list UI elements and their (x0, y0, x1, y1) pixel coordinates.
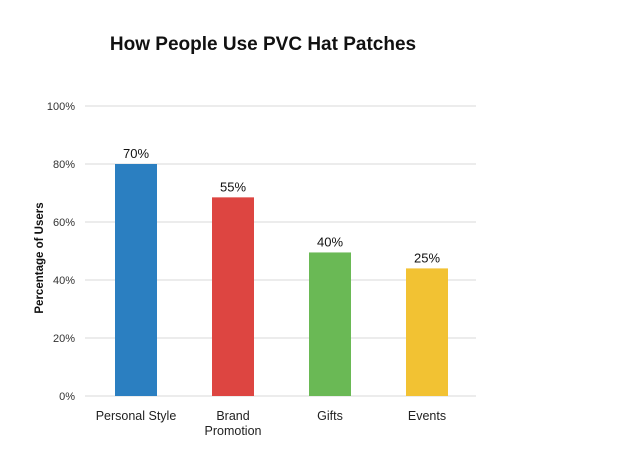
y-tick-label: 40% (53, 275, 75, 287)
data-labels: 70% 55% 40% 25% (123, 146, 440, 265)
data-label: 55% (220, 179, 246, 194)
bar (309, 252, 351, 396)
data-label: 25% (414, 250, 440, 265)
bar (406, 268, 448, 396)
y-tick-label: 80% (53, 159, 75, 171)
x-tick-label: Events (408, 409, 446, 423)
chart-title: How People Use PVC Hat Patches (110, 34, 416, 55)
x-axis-categories: Personal Style Brand Promotion Gifts Events (96, 409, 446, 438)
y-axis-ticks: 0% 20% 40% 60% 80% 100% (47, 101, 75, 403)
y-axis-label: Percentage of Users (34, 202, 46, 313)
y-tick-label: 100% (47, 101, 75, 113)
y-tick-label: 20% (53, 333, 75, 345)
y-tick-label: 0% (59, 391, 75, 403)
bar (115, 164, 157, 396)
y-tick-label: 60% (53, 217, 75, 229)
bar (212, 197, 254, 396)
data-label: 70% (123, 146, 149, 161)
x-tick-label: Brand Promotion (205, 409, 262, 438)
data-label: 40% (317, 234, 343, 249)
bars (115, 164, 448, 396)
x-tick-label: Gifts (317, 409, 343, 423)
x-tick-label: Personal Style (96, 409, 177, 423)
